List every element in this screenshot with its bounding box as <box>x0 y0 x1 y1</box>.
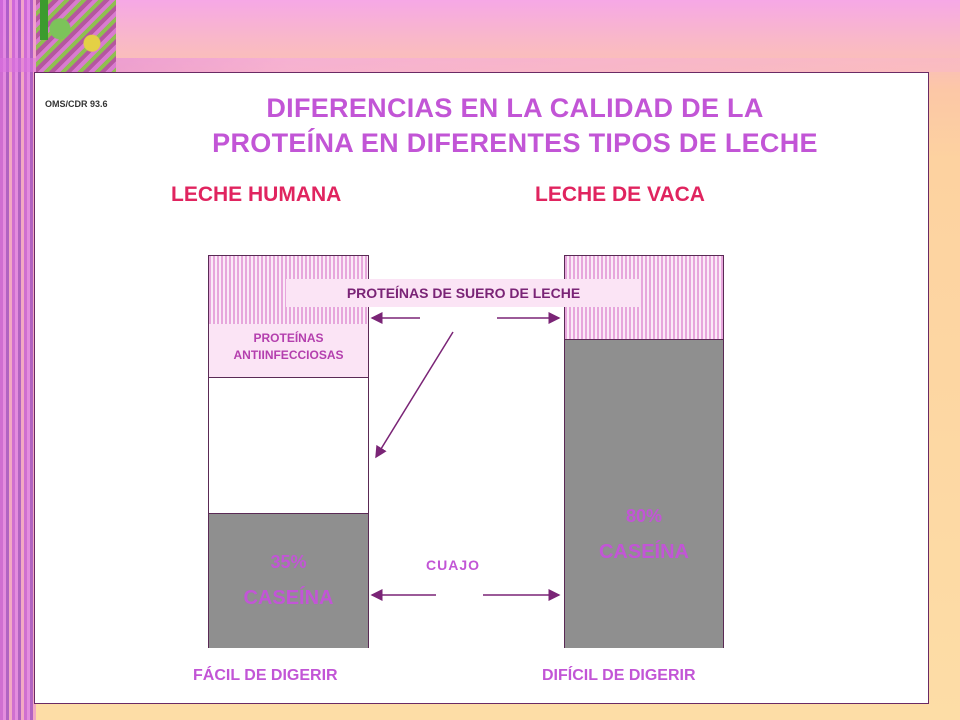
antiinfective-label-2: ANTIINFECCIOSAS <box>233 348 344 362</box>
slide: OMS/CDR 93.6 DIFERENCIAS EN LA CALIDAD D… <box>34 72 929 704</box>
decorative-band <box>0 58 960 72</box>
human-other-whey-section <box>209 377 368 514</box>
human-milk-heading: LECHE HUMANA <box>171 183 342 206</box>
human-casein-percent: 35% <box>270 552 307 572</box>
human-casein-label: CASEÍNA <box>243 587 334 609</box>
antiinfective-proteins-section: PROTEÍNAS ANTIINFECCIOSAS <box>209 324 368 377</box>
cow-casein-percent: 80% <box>625 506 663 526</box>
cow-milk-heading: LECHE DE VACA <box>535 183 705 206</box>
whey-arrow-diagonal <box>375 331 454 459</box>
cow-footer-hard-digest: DIFÍCIL DE DIGERIR <box>542 667 696 684</box>
cow-milk-bar: 80% CASEÍNA <box>564 255 724 648</box>
title-line-2: PROTEÍNA EN DIFERENTES TIPOS DE LECHE <box>212 128 818 158</box>
decorative-green-bar <box>40 0 48 40</box>
source-reference: OMS/CDR 93.6 <box>45 99 108 109</box>
title-line-1: DIFERENCIAS EN LA CALIDAD DE LA <box>266 93 764 123</box>
whey-proteins-label: PROTEÍNAS DE SUERO DE LECHE <box>286 279 641 307</box>
arrows-layer <box>370 312 561 601</box>
curd-label: CUAJO <box>426 557 481 573</box>
slide-title: DIFERENCIAS EN LA CALIDAD DE LA PROTEÍNA… <box>135 91 895 161</box>
cow-casein-label: CASEÍNA <box>598 541 689 563</box>
antiinfective-label-1: PROTEÍNAS <box>253 331 324 345</box>
decorative-corner-art <box>36 0 116 72</box>
human-casein-section: 35% CASEÍNA <box>209 513 368 648</box>
decorative-strip <box>0 0 36 720</box>
human-footer-easy-digest: FÁCIL DE DIGERIR <box>193 667 338 684</box>
cow-casein-section: 80% CASEÍNA <box>565 339 723 648</box>
